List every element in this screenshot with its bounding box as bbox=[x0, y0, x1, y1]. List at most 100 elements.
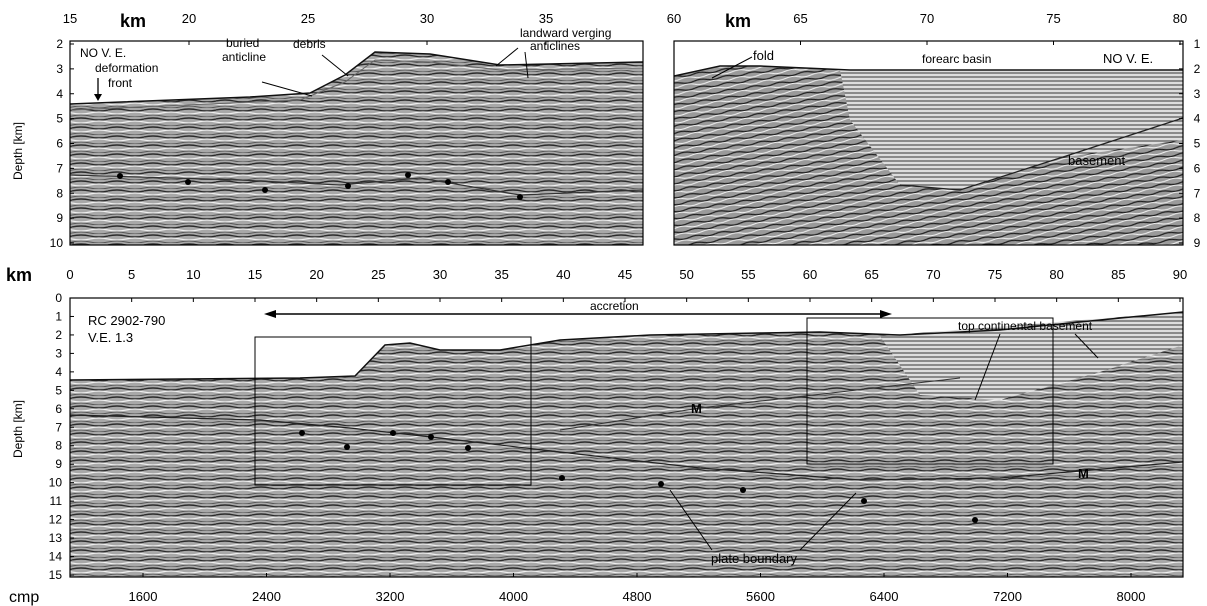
tl-depth-tick-label: 9 bbox=[56, 211, 63, 225]
b-km-tick-label: 60 bbox=[803, 267, 817, 282]
b-km-tick-label: 65 bbox=[864, 267, 878, 282]
b-line-id: RC 2902-790 bbox=[88, 313, 165, 328]
tl-depth-tick-label: 8 bbox=[56, 186, 63, 200]
b-depth-tick-label: 15 bbox=[49, 568, 63, 582]
b-cmp-label: cmp bbox=[9, 589, 39, 606]
b-depth-tick-label: 6 bbox=[55, 402, 62, 416]
b-depth-tick-label: 7 bbox=[55, 420, 62, 434]
b-depth-tick-label: 2 bbox=[55, 328, 62, 342]
b-km-tick-label: 50 bbox=[679, 267, 693, 282]
b-depth-tick-label: 5 bbox=[55, 383, 62, 397]
tl-km-tick-label: 35 bbox=[539, 11, 553, 26]
b-km-tick-label: 30 bbox=[433, 267, 447, 282]
plate-dot bbox=[262, 187, 268, 193]
tr-fold-leader bbox=[711, 56, 753, 79]
b-plate-leader-2 bbox=[799, 492, 857, 551]
tr-depth-tick-label: 8 bbox=[1194, 211, 1201, 225]
tr-ve-label: NO V. E. bbox=[1103, 51, 1153, 66]
tl-depth-tick-label: 10 bbox=[50, 236, 64, 250]
plate-dot bbox=[344, 444, 350, 450]
b-cmp-tick-label: 8000 bbox=[1117, 589, 1146, 604]
b-basement-leader-1 bbox=[974, 333, 1001, 401]
tr-depth-tick-label: 6 bbox=[1194, 161, 1201, 175]
b-depth-tick-label: 1 bbox=[55, 309, 62, 323]
tl-buried-leader bbox=[261, 81, 313, 97]
bottom-seismic bbox=[70, 311, 1183, 577]
tl-landward-leader-1 bbox=[495, 47, 519, 67]
tr-km-tick-label: 60 bbox=[667, 11, 681, 26]
b-km-tick-label: 20 bbox=[309, 267, 323, 282]
tr-unit-label: km bbox=[725, 11, 751, 31]
tl-unit-label: km bbox=[120, 11, 146, 31]
b-depth-tick-label: 0 bbox=[55, 291, 62, 305]
tl-ve-label: NO V. E. bbox=[80, 46, 126, 60]
tl-ylabel: Depth [km] bbox=[11, 122, 25, 180]
b-km-tick-label: 70 bbox=[926, 267, 940, 282]
b-km-tick-label: 85 bbox=[1111, 267, 1125, 282]
b-moho-label-1: M bbox=[691, 401, 702, 416]
tl-landward-label-2: anticlines bbox=[530, 39, 580, 53]
plate-dot bbox=[405, 172, 411, 178]
b-depth-tick-label: 11 bbox=[50, 494, 63, 508]
b-km-tick-label: 5 bbox=[128, 267, 135, 282]
plate-dot bbox=[185, 179, 191, 185]
tl-debris-label: debris bbox=[293, 37, 326, 51]
b-km-tick-label: 25 bbox=[371, 267, 385, 282]
tl-depth-tick-label: 5 bbox=[56, 112, 63, 126]
inset-box-right bbox=[806, 317, 1054, 465]
b-depth-tick-label: 4 bbox=[55, 365, 62, 379]
b-km-tick-label: 15 bbox=[248, 267, 262, 282]
tl-landward-label-1: landward verging bbox=[520, 26, 611, 40]
plate-dot bbox=[972, 517, 978, 523]
b-km-tick-label: 0 bbox=[66, 267, 73, 282]
tl-km-tick-label: 20 bbox=[182, 11, 196, 26]
b-depth-tick-label: 10 bbox=[49, 476, 63, 490]
b-unit-label: km bbox=[6, 265, 32, 285]
b-accretion-arrowhead-left bbox=[264, 310, 276, 318]
b-ylabel: Depth [km] bbox=[11, 400, 25, 458]
tl-km-tick-label: 15 bbox=[63, 11, 77, 26]
tl-buried-label-2: anticline bbox=[222, 50, 266, 64]
tr-depth-tick-label: 9 bbox=[1194, 236, 1201, 250]
tr-fold-label: fold bbox=[753, 48, 774, 63]
plate-dot bbox=[345, 183, 351, 189]
b-depth-tick-label: 13 bbox=[49, 531, 63, 545]
tr-km-tick-label: 75 bbox=[1046, 11, 1060, 26]
tl-debris-leader bbox=[321, 54, 349, 77]
tr-depth-tick-label: 7 bbox=[1194, 186, 1201, 200]
b-moho-label-2: M bbox=[1078, 466, 1089, 481]
b-basement-label: top continental basement bbox=[958, 319, 1093, 333]
b-cmp-tick-label: 6400 bbox=[870, 589, 899, 604]
b-plate-leader-1 bbox=[669, 489, 713, 551]
b-depth-tick-label: 12 bbox=[49, 513, 63, 527]
b-plate-boundary-label: plate boundary bbox=[711, 551, 798, 566]
tr-km-tick-label: 70 bbox=[920, 11, 934, 26]
tr-depth-tick-label: 2 bbox=[1194, 62, 1201, 76]
b-depth-tick-label: 9 bbox=[55, 457, 62, 471]
b-km-tick-label: 10 bbox=[186, 267, 200, 282]
b-depth-tick-label: 3 bbox=[55, 346, 62, 360]
plate-dot bbox=[517, 194, 523, 200]
plate-dot bbox=[465, 445, 471, 451]
plate-dot bbox=[559, 475, 565, 481]
tl-buried-label-1: buried bbox=[226, 36, 259, 50]
tr-basement-label: basement bbox=[1068, 153, 1125, 168]
plate-dot bbox=[445, 179, 451, 185]
tl-depth-tick-label: 7 bbox=[56, 161, 63, 175]
b-cmp-tick-label: 7200 bbox=[993, 589, 1022, 604]
tr-km-tick-label: 80 bbox=[1173, 11, 1187, 26]
b-depth-tick-label: 14 bbox=[49, 550, 63, 564]
b-cmp-tick-label: 4000 bbox=[499, 589, 528, 604]
b-cmp-tick-label: 4800 bbox=[623, 589, 652, 604]
b-cmp-tick-label: 3200 bbox=[376, 589, 405, 604]
b-accretion-label: accretion bbox=[590, 299, 639, 313]
tl-deformation-arrowhead bbox=[94, 94, 102, 101]
b-km-tick-label: 55 bbox=[741, 267, 755, 282]
tl-depth-tick-label: 6 bbox=[56, 137, 63, 151]
b-accretion-arrowhead-right bbox=[880, 310, 892, 318]
b-km-tick-label: 90 bbox=[1173, 267, 1187, 282]
plate-dot bbox=[861, 498, 867, 504]
b-cmp-tick-label: 1600 bbox=[129, 589, 158, 604]
